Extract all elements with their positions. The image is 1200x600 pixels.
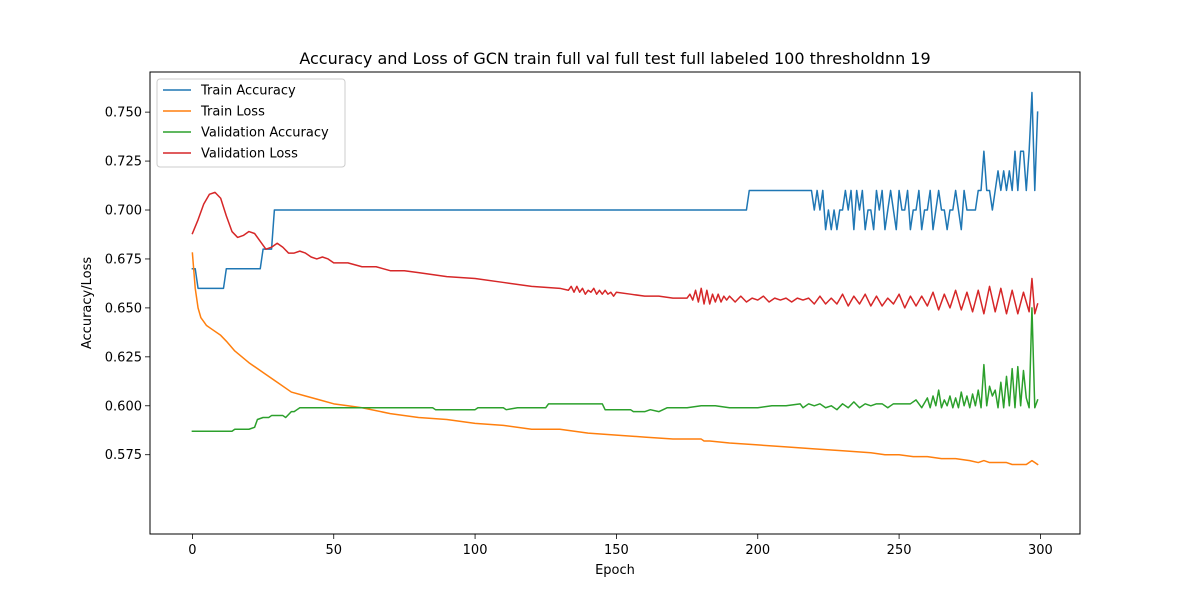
y-tick-label: 0.750 [105,106,142,121]
y-tick-label: 0.575 [105,448,142,463]
x-tick-label: 300 [1028,543,1053,558]
legend-label-3: Validation Loss [201,147,298,162]
x-tick-label: 150 [604,543,629,558]
y-tick-label: 0.725 [105,155,142,170]
series-line-2 [191,307,1039,432]
legend-label-0: Train Accuracy [200,84,296,99]
x-tick-label: 200 [745,543,770,558]
x-tick-label: 0 [188,543,196,558]
x-axis-ticks: 0 50 100 150 200 250 300 [188,534,1053,558]
legend-label-1: Train Loss [200,105,265,120]
chart-title: Accuracy and Loss of GCN train full val … [299,49,930,68]
y-axis-ticks: 0.575 0.600 0.625 0.650 0.675 0.700 0.725 0.750 [105,106,150,463]
series-line-0 [191,91,1039,290]
series-line-1 [191,252,1039,466]
y-tick-label: 0.650 [105,301,142,316]
y-tick-label: 0.625 [105,350,142,365]
legend: Train Accuracy Train Loss Validation Accur… [156,78,346,168]
y-tick-label: 0.600 [105,399,142,414]
x-tick-label: 50 [325,543,342,558]
series-line-3 [191,191,1039,315]
y-axis-label: Accuracy/Loss [80,257,95,349]
x-tick-label: 250 [887,543,912,558]
legend-label-2: Validation Accuracy [201,126,329,141]
legend-box [156,78,346,168]
y-tick-label: 0.675 [105,252,142,267]
x-axis-label: Epoch [595,563,635,578]
x-tick-label: 100 [463,543,488,558]
lines-layer [191,91,1039,466]
plot-frame [149,71,1081,535]
y-tick-label: 0.700 [105,204,142,219]
